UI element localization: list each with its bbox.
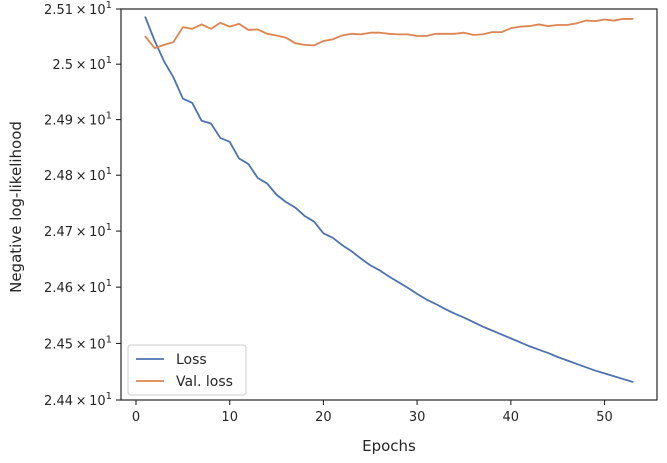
legend: Loss Val. loss xyxy=(127,344,247,396)
x-tick-label: 10 xyxy=(221,410,238,425)
x-tick-label: 0 xyxy=(132,410,140,425)
x-axis: 0 10 20 30 40 50 xyxy=(132,400,613,425)
legend-box xyxy=(127,344,247,396)
y-tick-label: 2.49 × 101 xyxy=(44,111,112,129)
y-tick-label: 2.51 × 101 xyxy=(44,0,112,18)
y-tick-label: 2.48 × 101 xyxy=(44,166,112,184)
legend-label-val-loss: Val. loss xyxy=(176,374,233,390)
x-axis-label: Epochs xyxy=(362,437,416,455)
legend-label-loss: Loss xyxy=(176,352,207,368)
x-tick-label: 20 xyxy=(315,410,332,425)
series-line-loss xyxy=(144,16,634,383)
y-tick-label: 2.5 × 101 xyxy=(52,55,112,73)
plot-lines xyxy=(144,16,634,383)
series-line-val-loss xyxy=(144,18,634,50)
x-tick-label: 50 xyxy=(596,410,613,425)
y-tick-label: 2.44 × 101 xyxy=(44,391,112,409)
y-tick-label: 2.45 × 101 xyxy=(44,334,112,352)
y-tick-label: 2.47 × 101 xyxy=(44,222,112,240)
y-axis: 2.44 × 101 2.45 × 101 2.46 × 101 2.47 × 101… xyxy=(44,0,121,409)
x-tick-label: 40 xyxy=(503,410,520,425)
plot-frame xyxy=(120,8,658,401)
y-tick-label: 2.46 × 101 xyxy=(44,278,112,296)
y-axis-label: Negative log-likelihood xyxy=(7,121,25,293)
x-tick-label: 30 xyxy=(409,410,426,425)
